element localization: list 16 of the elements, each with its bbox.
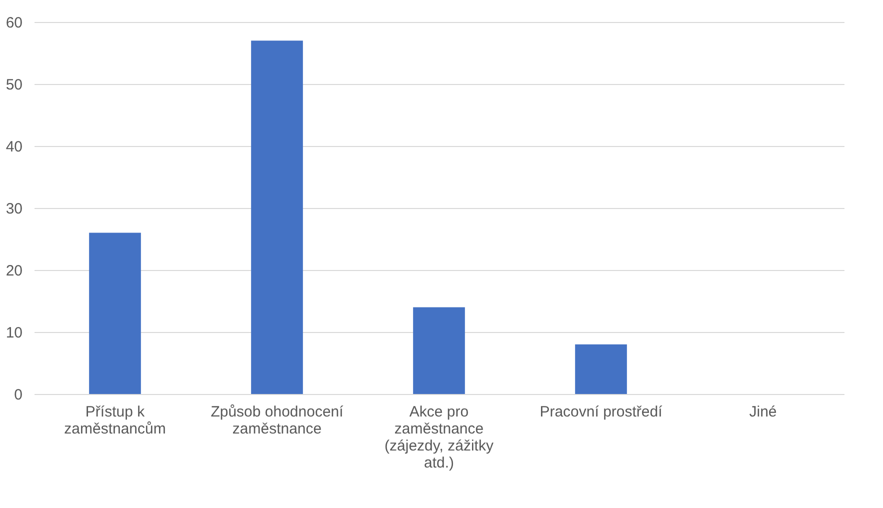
y-tick-label: 60 [6,14,22,32]
x-tick-label: Pracovní prostředí [540,404,664,420]
y-tick-label: 0 [14,386,22,404]
x-tick-label: Přístup k zaměstnancům [64,404,166,438]
y-tick-label: 40 [6,138,22,156]
y-tick-label: 30 [6,200,22,218]
y-tick-label: 10 [6,324,22,342]
y-tick-label: 20 [6,262,22,280]
bar [413,307,465,394]
x-tick-label: Způsob ohodnocení zaměstnance [210,404,344,438]
bar [89,232,141,394]
y-tick-label: 50 [6,76,22,94]
bar [251,40,303,394]
bar [575,344,627,394]
x-tick-label: Jiné [749,404,777,420]
x-tick-label: Akce pro zaměstnance (zájezdy, zážitky atd.) [384,404,494,472]
